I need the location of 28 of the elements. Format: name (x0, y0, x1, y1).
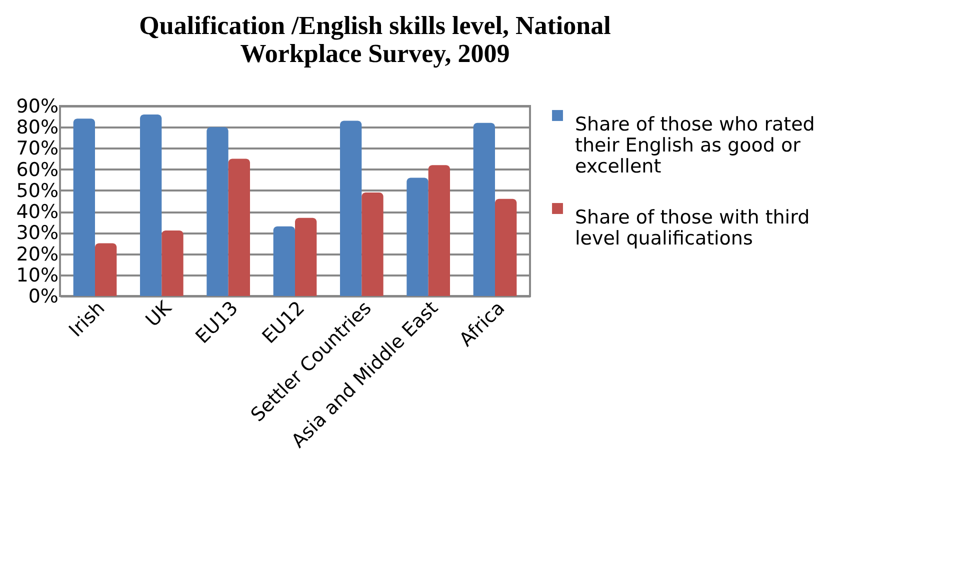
x-tick-label: UK (142, 296, 176, 332)
legend-label: Share of those who rated their English as good or excellent (575, 114, 815, 178)
y-tick-label: 20% (16, 243, 58, 266)
y-tick-label: 80% (16, 116, 58, 139)
chart-title: Qualification /English skills level, National Workplace Survey, 2009 (139, 11, 611, 68)
y-tick-label: 90% (16, 96, 58, 118)
legend-label: Share of those with third level qualifications (575, 206, 810, 250)
y-tick-label: 60% (16, 158, 58, 181)
bar (206, 127, 228, 296)
bar (140, 114, 162, 296)
bar (228, 158, 250, 296)
bar (95, 243, 117, 296)
bar (406, 178, 428, 296)
bar (273, 226, 295, 296)
bar (295, 218, 317, 296)
y-tick-label: 40% (16, 201, 58, 224)
bar (340, 120, 362, 296)
bar (162, 230, 184, 296)
bar (473, 122, 495, 296)
y-tick-label: 70% (16, 138, 58, 160)
bar (362, 192, 384, 296)
bar (495, 198, 517, 296)
y-tick-label: 30% (16, 222, 58, 244)
y-tick-label: 10% (16, 264, 58, 286)
y-tick-label: 50% (16, 180, 58, 202)
bar (73, 118, 95, 296)
bar (428, 165, 450, 296)
y-tick-label: 0% (28, 286, 58, 308)
